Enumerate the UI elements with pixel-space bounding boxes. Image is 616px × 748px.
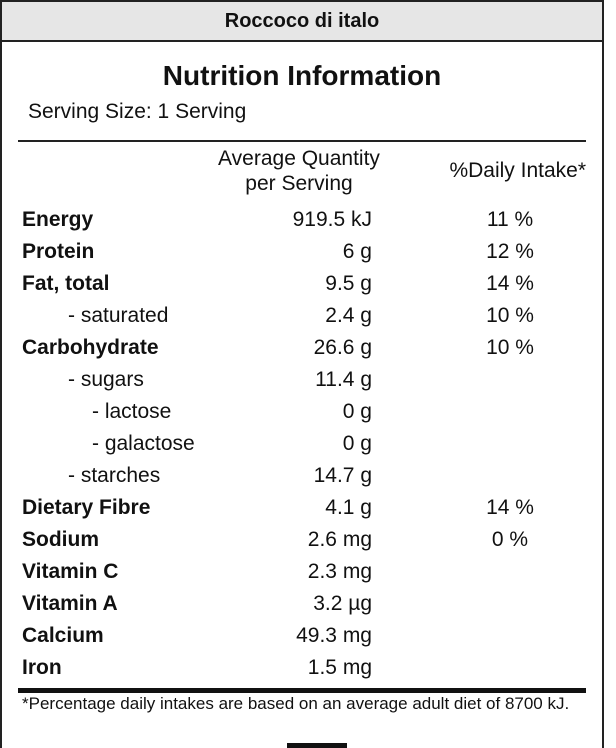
nutrient-name: - lactose — [92, 400, 172, 423]
quantity-header-line1: Average Quantity — [218, 147, 380, 170]
nutrient-quantity: 0 g — [342, 400, 372, 423]
top-rule — [18, 140, 586, 142]
table-row: Dietary Fibre 4.1 g 14 % — [18, 492, 586, 524]
nutrient-quantity: 3.2 µg — [313, 592, 372, 615]
table-header: Average Quantity per Serving %Daily Inta… — [18, 142, 586, 204]
nutrient-daily-intake: 0 % — [491, 528, 529, 551]
nutrient-name: Vitamin C — [22, 560, 119, 583]
nutrient-name: - starches — [68, 464, 161, 487]
nutrition-table: Average Quantity per Serving %Daily Inta… — [18, 140, 586, 693]
table-row: - saturated 2.4 g 10 % — [18, 300, 586, 332]
nutrient-name: - galactose — [92, 432, 195, 455]
nutrient-daily-intake: 11 % — [486, 208, 534, 231]
table-row: Protein 6 g 12 % — [18, 236, 586, 268]
nutrient-quantity: 9.5 g — [325, 272, 372, 295]
quantity-header: Average Quantity per Serving — [198, 146, 400, 196]
nutrient-name: Calcium — [22, 624, 104, 647]
nutrient-daily-intake: 10 % — [486, 336, 534, 359]
daily-intake-header: %Daily Intake* — [449, 159, 586, 182]
table-row: - galactose 0 g — [18, 428, 586, 460]
table-row: Carbohydrate 26.6 g 10 % — [18, 332, 586, 364]
table-row: Iron 1.5 mg — [18, 652, 586, 684]
quantity-header-line2: per Serving — [245, 172, 353, 195]
nutrient-name: - saturated — [68, 304, 169, 327]
nutrient-name: Iron — [22, 656, 62, 679]
table-row: - lactose 0 g — [18, 396, 586, 428]
nutrient-daily-intake: 14 % — [486, 496, 534, 519]
table-row: Fat, total 9.5 g 14 % — [18, 268, 586, 300]
bottom-tab-marker — [287, 743, 347, 748]
nutrient-daily-intake: 10 % — [486, 304, 534, 327]
table-row: - sugars 11.4 g — [18, 364, 586, 396]
table-row: Calcium 49.3 mg — [18, 620, 586, 652]
nutrient-quantity: 0 g — [342, 432, 372, 455]
nutrient-quantity: 919.5 kJ — [292, 208, 372, 231]
nutrient-quantity: 2.3 mg — [307, 560, 372, 583]
nutrient-name: Sodium — [22, 528, 99, 551]
nutrient-daily-intake: 14 % — [486, 272, 534, 295]
nutrient-name: Energy — [22, 208, 94, 231]
nutrient-quantity: 26.6 g — [313, 336, 372, 359]
nutrient-quantity: 6 g — [342, 240, 372, 263]
nutrient-name: Carbohydrate — [22, 336, 159, 359]
footnote: *Percentage daily intakes are based on a… — [22, 694, 570, 713]
nutrient-name: Dietary Fibre — [22, 496, 151, 519]
table-row: Energy 919.5 kJ 11 % — [18, 204, 586, 236]
product-name: Roccoco di italo — [224, 9, 380, 32]
nutrient-name: - sugars — [68, 368, 144, 391]
table-row: - starches 14.7 g — [18, 460, 586, 492]
nutrient-quantity: 14.7 g — [313, 464, 372, 487]
product-name-bar: Roccoco di italo — [2, 2, 602, 42]
table-row: Vitamin C 2.3 mg — [18, 556, 586, 588]
nutrient-name: Fat, total — [22, 272, 110, 295]
nutrient-quantity: 4.1 g — [325, 496, 372, 519]
nutrient-name: Protein — [22, 240, 95, 263]
nutrient-quantity: 49.3 mg — [296, 624, 372, 647]
nutrient-quantity: 2.4 g — [325, 304, 372, 327]
panel-title: Nutrition Information — [162, 60, 442, 91]
nutrient-quantity: 2.6 mg — [307, 528, 372, 551]
nutrient-quantity: 1.5 mg — [307, 656, 372, 679]
nutrient-quantity: 11.4 g — [315, 368, 372, 391]
table-row: Vitamin A 3.2 µg — [18, 588, 586, 620]
nutrient-daily-intake: 12 % — [486, 240, 534, 263]
serving-size: Serving Size: 1 Serving — [28, 100, 247, 123]
bottom-rule — [18, 688, 586, 693]
nutrient-name: Vitamin A — [22, 592, 118, 615]
table-row: Sodium 2.6 mg 0 % — [18, 524, 586, 556]
